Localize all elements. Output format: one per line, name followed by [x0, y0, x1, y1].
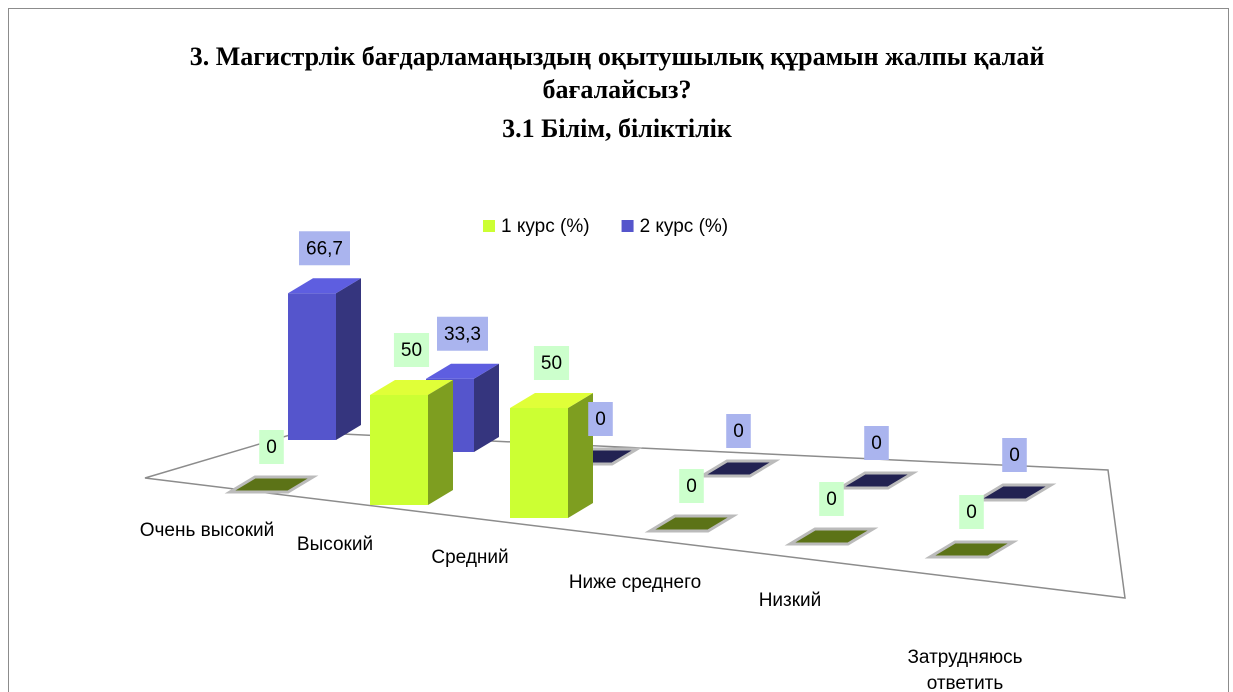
data-label: 0	[588, 402, 613, 436]
data-label: 0	[726, 414, 751, 448]
data-label: 0	[679, 469, 704, 503]
data-label-text: 0	[686, 476, 697, 497]
bar-flat	[696, 459, 781, 478]
bar-flat	[224, 475, 319, 494]
legend-swatch	[483, 220, 495, 232]
data-label-text: 0	[966, 502, 977, 523]
data-label-box	[533, 346, 570, 380]
data-label: 0	[1002, 438, 1027, 472]
data-label-box	[679, 469, 704, 503]
data-label-box	[959, 495, 984, 529]
data-label-text: 0	[1009, 445, 1020, 466]
chart-frame	[8, 8, 1229, 692]
data-label-text: 0	[733, 421, 744, 442]
bar-flat	[644, 514, 739, 533]
bar-side	[428, 380, 453, 505]
data-label: 0	[259, 430, 284, 464]
x-tick-label: Ниже среднего	[568, 572, 702, 593]
data-label-text: 0	[266, 437, 277, 458]
legend-label: 2 курс (%)	[640, 216, 729, 237]
data-label-text: 66,7	[306, 238, 343, 259]
data-label-box	[588, 402, 613, 436]
data-label-text: 0	[871, 433, 882, 454]
data-label-text: 33,3	[444, 324, 481, 345]
data-label-box	[726, 414, 751, 448]
bar-side	[336, 278, 361, 440]
bar-flat	[784, 527, 879, 546]
legend-swatch	[621, 220, 634, 232]
chart-subtitle: 3.1 Білім, біліктілік	[502, 114, 732, 143]
data-label: 66,7	[299, 231, 350, 266]
data-label: 50	[533, 346, 570, 380]
data-label-text: 50	[401, 340, 422, 361]
data-label: 0	[864, 426, 889, 460]
data-label-box	[819, 482, 844, 516]
legend-label: 1 курс (%)	[501, 216, 590, 237]
x-tick-label: Очень высокий	[139, 520, 275, 541]
chart-title: 3. Магистрлік бағдарламаңыздың оқытушылы…	[189, 42, 1045, 104]
bar-front	[288, 293, 336, 440]
bar-front	[370, 395, 428, 505]
x-tick-label: Низкий	[758, 590, 822, 611]
data-label-box	[393, 333, 430, 367]
bar-front	[510, 408, 568, 518]
data-label: 0	[959, 495, 984, 529]
data-label-box	[1002, 438, 1027, 472]
bar-side	[568, 393, 593, 518]
bar-top	[370, 380, 453, 395]
data-label-box	[259, 430, 284, 464]
bar-flat	[972, 483, 1057, 502]
data-label-box	[437, 316, 488, 351]
data-label-box	[299, 231, 350, 266]
data-label: 33,3	[437, 316, 488, 351]
x-tick-label: Средний	[431, 547, 509, 568]
data-label: 0	[819, 482, 844, 516]
bar-top	[510, 393, 593, 408]
bar-top	[288, 278, 361, 294]
bar-flat	[834, 471, 919, 490]
data-label-text: 0	[826, 489, 837, 510]
bar-top	[426, 363, 499, 379]
data-label-text: 50	[541, 353, 562, 374]
data-label-text: 0	[595, 409, 606, 430]
bar-flat	[924, 540, 1019, 559]
bar-side	[474, 363, 499, 452]
x-tick-label: Высокий	[296, 534, 374, 555]
data-label-box	[864, 426, 889, 460]
data-label: 50	[393, 333, 430, 367]
x-tick-label: Затрудняюсь ответить	[907, 647, 1023, 692]
